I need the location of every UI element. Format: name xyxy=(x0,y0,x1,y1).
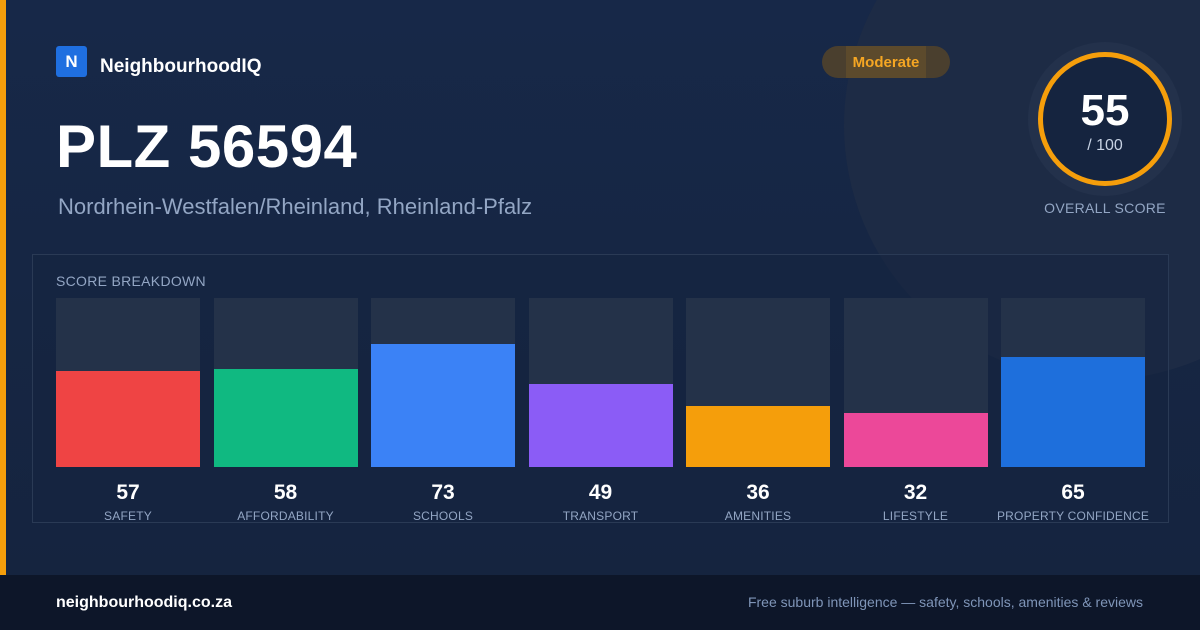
footer-domain: neighbourhoodiq.co.za xyxy=(56,594,232,611)
bar-label: SCHOOLS xyxy=(412,509,474,523)
bar-label: LIFESTYLE xyxy=(882,509,949,523)
bar-label: TRANSPORT xyxy=(562,509,639,523)
bar-track xyxy=(56,298,200,467)
bar-track xyxy=(528,298,673,467)
footer-tagline: Free suburb intelligence — safety, schoo… xyxy=(747,594,1143,610)
page-title: PLZ 56594 xyxy=(56,113,358,180)
overall-score-ring: 55 / 100 xyxy=(1028,42,1182,196)
bar-column-property-confidence: 65 PROPERTY CONFIDENCE xyxy=(997,298,1149,523)
rating-badge: Moderate xyxy=(822,46,950,78)
bar-track xyxy=(686,298,830,467)
bar-fill xyxy=(56,371,200,467)
bar-value: 65 xyxy=(1061,481,1085,504)
rating-badge-label: Moderate xyxy=(852,53,920,71)
region-subtitle: Nordrhein-Westfalen/Rheinland, Rheinland… xyxy=(58,194,533,219)
bar-value: 32 xyxy=(903,481,928,504)
bar-fill xyxy=(213,369,358,467)
logo-icon: N xyxy=(56,46,87,77)
bar-label: PROPERTY CONFIDENCE xyxy=(996,509,1150,523)
bar-fill xyxy=(1001,357,1145,467)
breakdown-title: SCORE BREAKDOWN xyxy=(56,273,206,289)
bar-track xyxy=(1001,298,1145,467)
bar-column-lifestyle: 32 LIFESTYLE xyxy=(843,298,988,523)
bar-fill xyxy=(371,344,515,467)
bar-fill xyxy=(843,413,988,467)
bar-label: AMENITIES xyxy=(724,509,792,523)
bar-value: 58 xyxy=(273,481,298,504)
bar-column-amenities: 36 AMENITIES xyxy=(686,298,830,523)
bar-track xyxy=(213,298,358,467)
bar-track xyxy=(843,298,988,467)
bar-label: SAFETY xyxy=(104,509,152,523)
bar-fill xyxy=(528,384,673,467)
overall-score-value: 55 xyxy=(1080,86,1130,135)
bar-value: 49 xyxy=(588,481,613,504)
brand-name: NeighbourhoodIQ xyxy=(100,56,262,77)
score-ring-progress: 55 / 100 xyxy=(1038,52,1172,186)
bar-column-schools: 73 SCHOOLS xyxy=(371,298,515,523)
bar-track xyxy=(371,298,515,467)
bar-value: 73 xyxy=(431,481,455,504)
accent-bar xyxy=(0,0,6,575)
bar-value: 57 xyxy=(116,481,140,504)
bar-column-affordability: 58 AFFORDABILITY xyxy=(213,298,358,523)
overall-score-caption: OVERALL SCORE xyxy=(1044,200,1166,216)
footer: neighbourhoodiq.co.za Free suburb intell… xyxy=(0,575,1200,630)
bar-label: AFFORDABILITY xyxy=(237,509,334,523)
bar-fill xyxy=(686,406,830,467)
bar-value: 36 xyxy=(746,481,770,504)
score-breakdown-panel: SCORE BREAKDOWN 57 SAFETY 58 AFFORDABILITY 7… xyxy=(32,254,1169,523)
bar-column-transport: 49 TRANSPORT xyxy=(528,298,673,523)
bar-column-safety: 57 SAFETY xyxy=(56,298,200,523)
overall-score-max: / 100 xyxy=(1087,137,1123,154)
